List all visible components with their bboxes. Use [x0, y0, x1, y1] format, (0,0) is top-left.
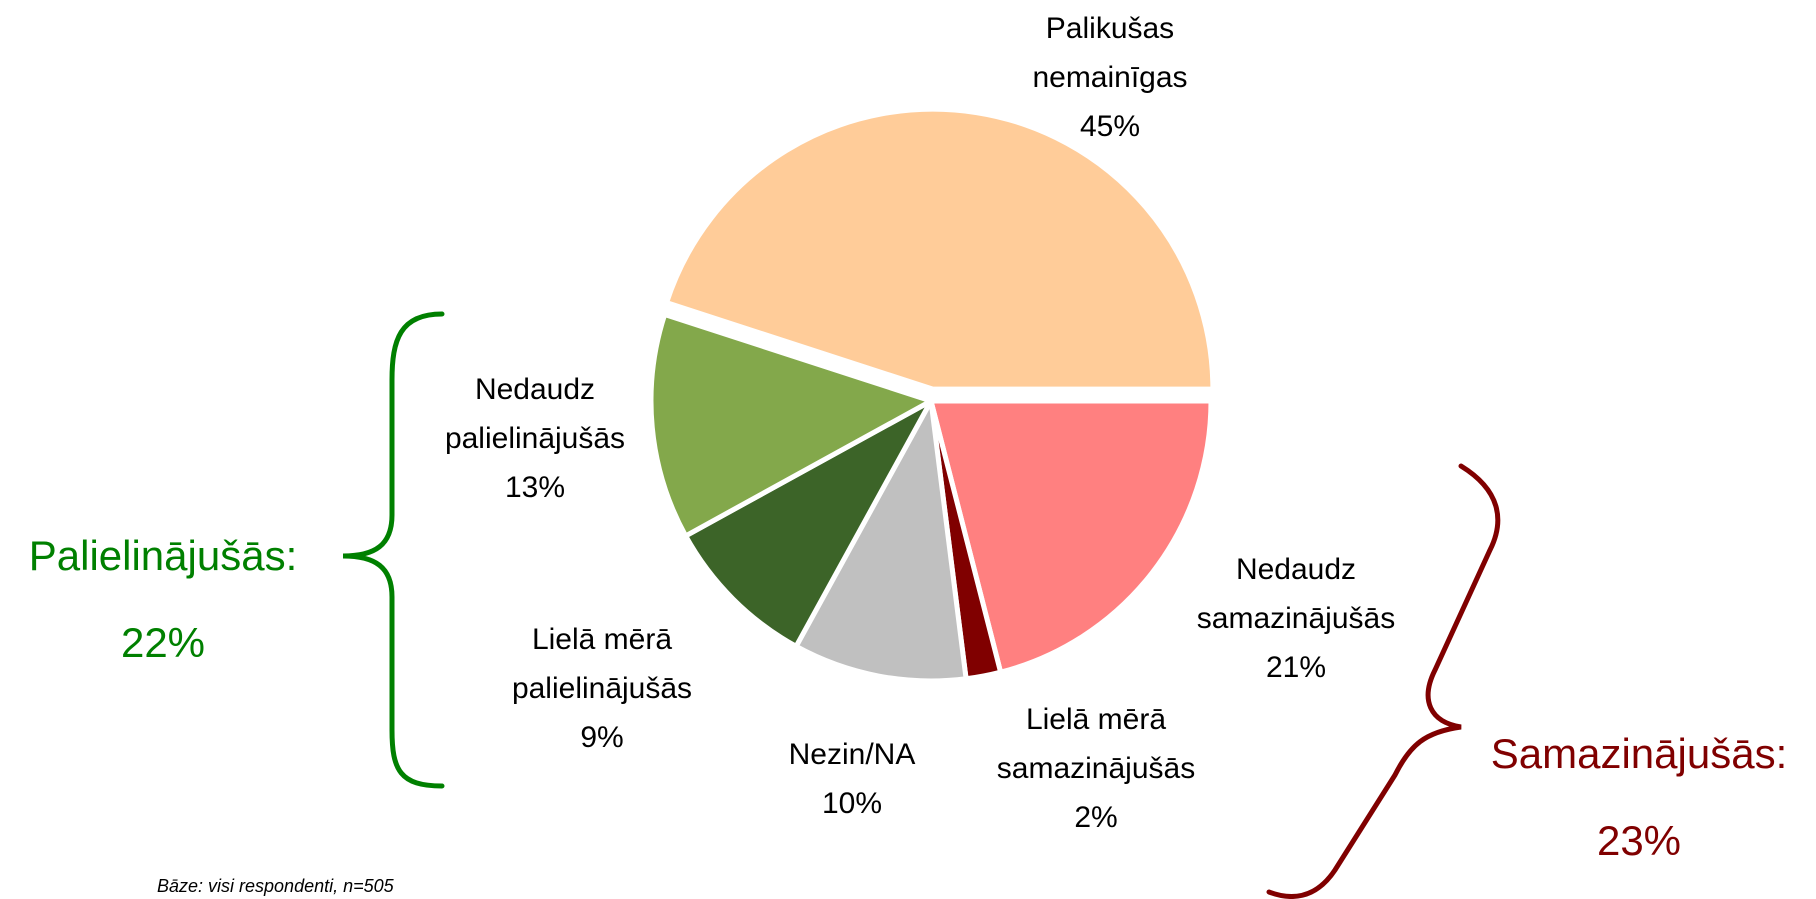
category-label: Nezin/NA [788, 738, 916, 771]
group-label: Palielinājušās: [28, 532, 298, 579]
group-label: Samazinājušās: [1490, 730, 1788, 777]
value-label: 21% [1265, 651, 1327, 684]
pie-slice [664, 106, 1216, 392]
group-value: 22% [120, 619, 206, 666]
category-label: Lielā mērā palielinājušās [511, 623, 693, 705]
value-label: 2% [1074, 801, 1118, 834]
slice-label: Lielā mērā palielinājušās 9% [512, 615, 692, 762]
footnote: Bāze: visi respondenti, n=505 [157, 876, 394, 896]
value-label: 45% [1079, 110, 1141, 143]
pie-slice [928, 398, 1214, 675]
category-label: Lielā mērā samazinājušās [996, 703, 1196, 785]
slice-label: Nedaudz palielinājušās 13% [445, 365, 625, 512]
pie-slice [793, 398, 969, 684]
value-label: 13% [504, 471, 566, 504]
slice-label: Palikušas nemainīgas 45% [1032, 4, 1187, 151]
slice-label: Lielā mērā samazinājušās 2% [997, 695, 1195, 842]
pie-slice [683, 398, 934, 649]
value-label: 9% [580, 721, 624, 754]
group-value: 23% [1596, 817, 1682, 864]
pie-slice [648, 311, 934, 539]
category-label: Nedaudz samazinājušās [1196, 553, 1396, 635]
slice-label: Nedaudz samazinājušās 21% [1197, 545, 1395, 692]
slice-label: Nezin/NA 10% [789, 730, 916, 828]
value-label: 10% [821, 787, 883, 820]
category-label: Nedaudz palielinājušās [444, 373, 626, 455]
bracket [1266, 463, 1501, 899]
category-label: Palikušas nemainīgas [1032, 12, 1188, 94]
bracket [342, 311, 445, 789]
